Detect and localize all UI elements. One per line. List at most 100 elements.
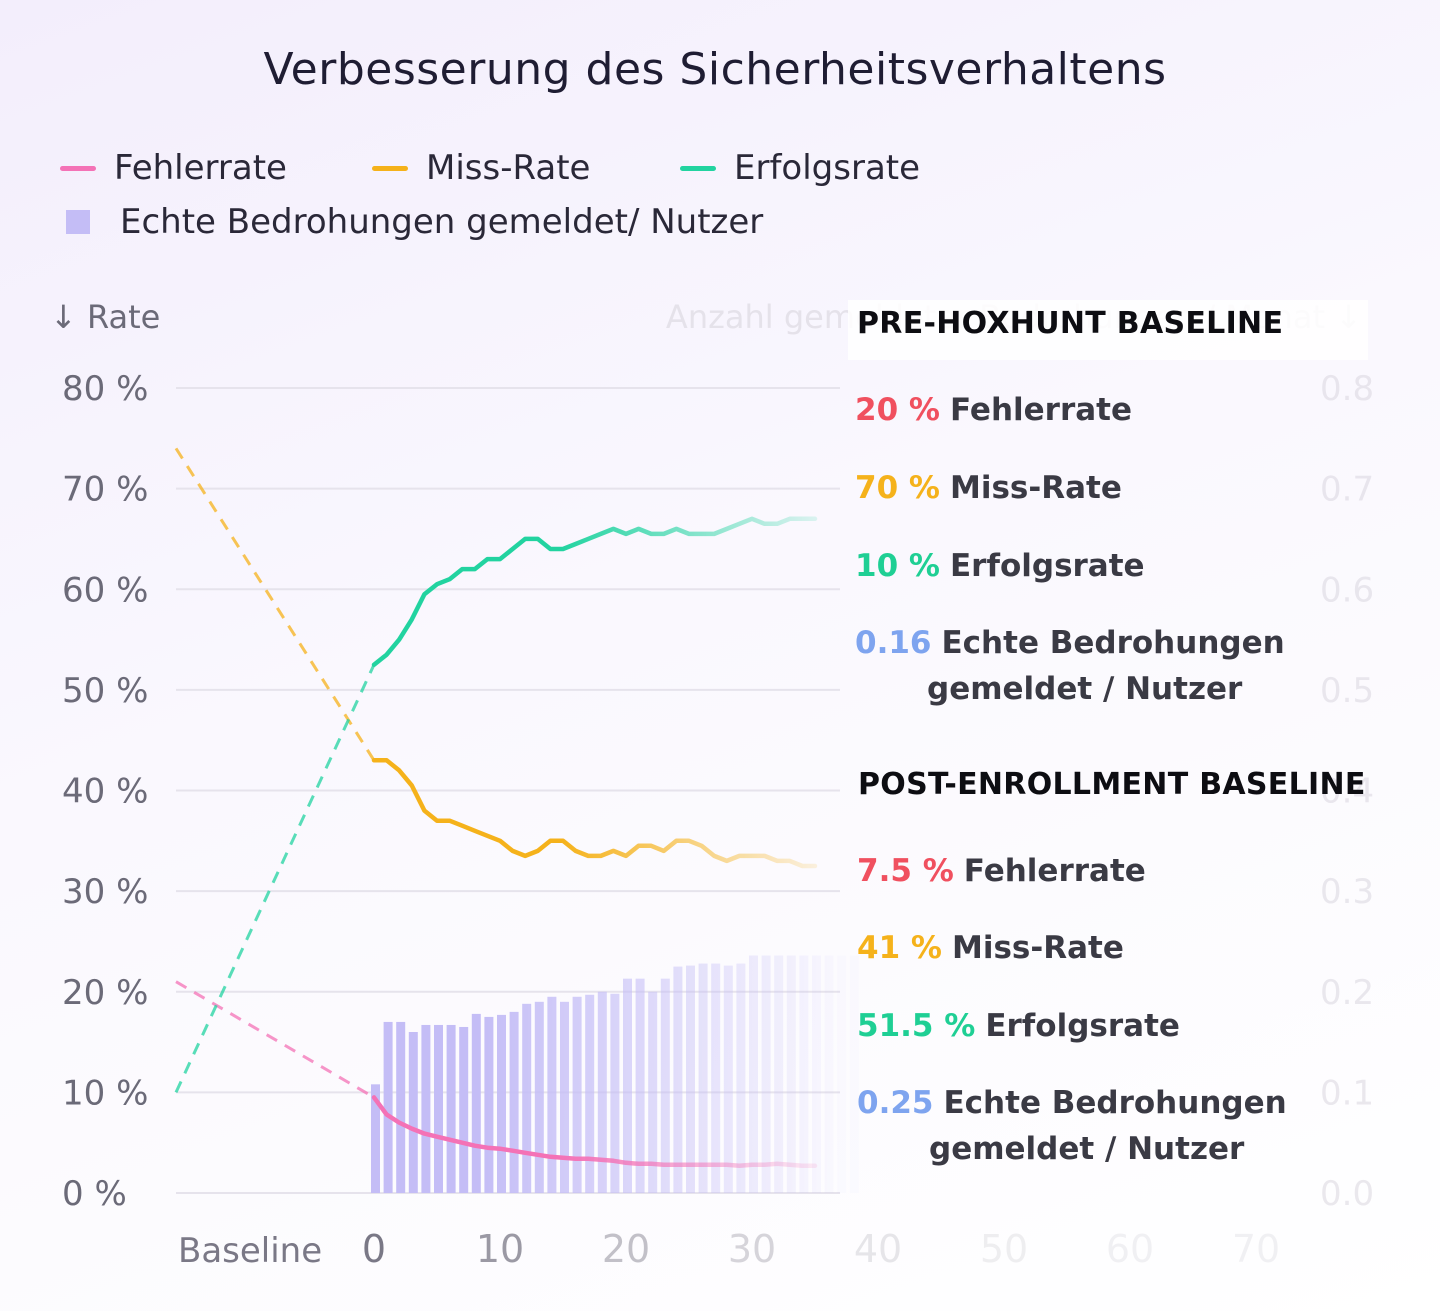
bar-mark	[371, 1084, 380, 1193]
bar-mark	[597, 991, 607, 1193]
pre-metric-erfolgsrate: 10 % Erfolgsrate	[855, 543, 1145, 589]
legend-swatch-erfolgsrate	[680, 165, 716, 171]
legend-label-bedrohungen: Echte Bedrohungen gemeldet/ Nutzer	[120, 202, 764, 242]
bar-mark	[761, 955, 771, 1193]
bar-mark	[673, 966, 683, 1193]
legend-label-fehlerrate: Fehlerrate	[114, 148, 287, 188]
bar-mark	[509, 1011, 519, 1193]
y-tick-label-left: 70 %	[62, 470, 148, 510]
x-tick-label-baseline: Baseline	[178, 1231, 322, 1271]
post-label-fehlerrate: Fehlerrate	[963, 853, 1146, 889]
y-tick-label-left: 50 %	[62, 671, 148, 711]
x-tick-label: 60	[1106, 1227, 1154, 1271]
y-tick-label-right: 0.8	[1320, 369, 1374, 409]
legend-label-erfolgsrate: Erfolgsrate	[734, 148, 921, 188]
y-tick-label-left: 80 %	[62, 369, 148, 409]
pre-value-bedrohungen: 0.16	[855, 625, 932, 661]
bar-mark	[408, 1032, 418, 1193]
pre-metric-miss-rate: 70 % Miss-Rate	[855, 465, 1122, 511]
y-tick-label-right: 0.0	[1320, 1174, 1374, 1214]
bar-mark	[459, 1026, 469, 1193]
bar-mark	[534, 1001, 544, 1193]
post-label-erfolgsrate: Erfolgsrate	[985, 1008, 1180, 1044]
post-value-erfolgsrate: 51.5 %	[857, 1008, 976, 1044]
bar-mark	[434, 1024, 443, 1193]
bar-mark	[623, 978, 632, 1193]
x-tick-label: 40	[854, 1227, 902, 1271]
bar-mark	[698, 963, 708, 1193]
bar-mark	[497, 1014, 506, 1193]
bar-mark	[723, 965, 733, 1193]
bar-mark	[560, 1001, 569, 1193]
legend-item-bedrohungen: Echte Bedrohungen gemeldet/ Nutzer	[60, 202, 763, 242]
x-tick-label: 0	[362, 1227, 386, 1271]
pre-value-fehlerrate: 20 %	[855, 392, 940, 428]
bar-mark	[471, 1013, 481, 1193]
legend-item-fehlerrate: Fehlerrate	[60, 148, 287, 188]
legend-label-miss-rate: Miss-Rate	[426, 148, 591, 188]
legend-swatch-bedrohungen	[66, 210, 90, 234]
bar-mark	[774, 955, 784, 1193]
legend-item-erfolgsrate: Erfolgsrate	[680, 148, 920, 188]
line-series-erfolgsrate	[371, 516, 818, 667]
legend-swatch-miss-rate	[372, 165, 408, 171]
bar-mark	[736, 963, 746, 1193]
x-tick-label: 50	[980, 1227, 1028, 1271]
legend-item-miss-rate: Miss-Rate	[372, 148, 590, 188]
line-series-fehlerrate	[371, 1095, 818, 1169]
legend-swatch-fehlerrate	[60, 165, 96, 171]
post-label-miss-rate: Miss-Rate	[952, 930, 1124, 966]
post-value-bedrohungen: 0.25	[857, 1085, 934, 1121]
bar-mark	[446, 1024, 456, 1193]
bar-mark	[824, 955, 834, 1193]
y-tick-label-left: 10 %	[62, 1073, 148, 1113]
y-tick-label-right: 0.3	[1320, 872, 1374, 912]
y-tick-label-left: 60 %	[62, 570, 148, 610]
bar-mark	[610, 993, 620, 1193]
pre-baseline-heading: PRE-HOXHUNT BASELINE	[857, 306, 1284, 341]
x-tick-label: 20	[602, 1227, 650, 1271]
y-tick-label-right: 0.2	[1320, 973, 1374, 1013]
bar-mark	[547, 996, 557, 1193]
pre-value-miss-rate: 70 %	[855, 470, 940, 506]
panel-backdrop-pre	[848, 300, 1368, 360]
bar-mark	[849, 955, 859, 1193]
bar-mark	[799, 955, 809, 1193]
y-tick-label-right: 0.4	[1320, 772, 1374, 812]
post-metric-fehlerrate: 7.5 % Fehlerrate	[857, 848, 1146, 894]
bar-mark	[484, 1016, 494, 1193]
pre-label-bedrohungen-line2: gemeldet / Nutzer	[927, 671, 1243, 707]
line-series-miss-rate	[371, 758, 818, 869]
bar-mark	[837, 955, 847, 1193]
bar-series-bedrohungen	[371, 955, 859, 1193]
pre-label-bedrohungen: Echte Bedrohungen	[941, 625, 1285, 661]
post-label-bedrohungen-line2: gemeldet / Nutzer	[929, 1131, 1245, 1167]
y-tick-label-right: 0.5	[1320, 671, 1374, 711]
pre-label-fehlerrate: Fehlerrate	[950, 392, 1133, 428]
bar-mark	[749, 955, 758, 1193]
post-metric-erfolgsrate: 51.5 % Erfolgsrate	[857, 1003, 1180, 1049]
y-tick-label-right: 0.6	[1320, 570, 1374, 610]
x-tick-label: 30	[728, 1227, 776, 1271]
bar-mark	[522, 1003, 532, 1193]
x-tick-label: 70	[1232, 1227, 1280, 1271]
pre-value-erfolgsrate: 10 %	[855, 548, 940, 584]
post-baseline-heading: POST-ENROLLMENT BASELINE	[858, 767, 1366, 802]
baseline-connector-miss-rate	[174, 447, 376, 762]
chart-title: Verbesserung des Sicherheitsverhaltens	[263, 44, 1167, 95]
y-tick-label-left: 20 %	[62, 973, 148, 1013]
post-value-miss-rate: 41 %	[857, 930, 942, 966]
pre-metric-fehlerrate: 20 % Fehlerrate	[855, 387, 1132, 433]
bar-mark	[812, 955, 821, 1193]
y-axis-title-left: ↓ Rate	[50, 298, 160, 336]
bar-mark	[711, 963, 721, 1193]
y-tick-label-right: 0.7	[1320, 470, 1374, 510]
pre-metric-bedrohungen: 0.16 Echte Bedrohungen gemeldet / Nutzer	[855, 620, 1285, 712]
bar-mark	[635, 978, 645, 1193]
y-tick-label-left: 0 %	[62, 1174, 127, 1214]
post-metric-bedrohungen: 0.25 Echte Bedrohungen gemeldet / Nutzer	[857, 1080, 1287, 1172]
post-value-fehlerrate: 7.5 %	[857, 853, 954, 889]
bar-mark	[572, 996, 582, 1193]
pre-label-miss-rate: Miss-Rate	[950, 470, 1122, 506]
baseline-connector-fehlerrate	[175, 980, 375, 1099]
